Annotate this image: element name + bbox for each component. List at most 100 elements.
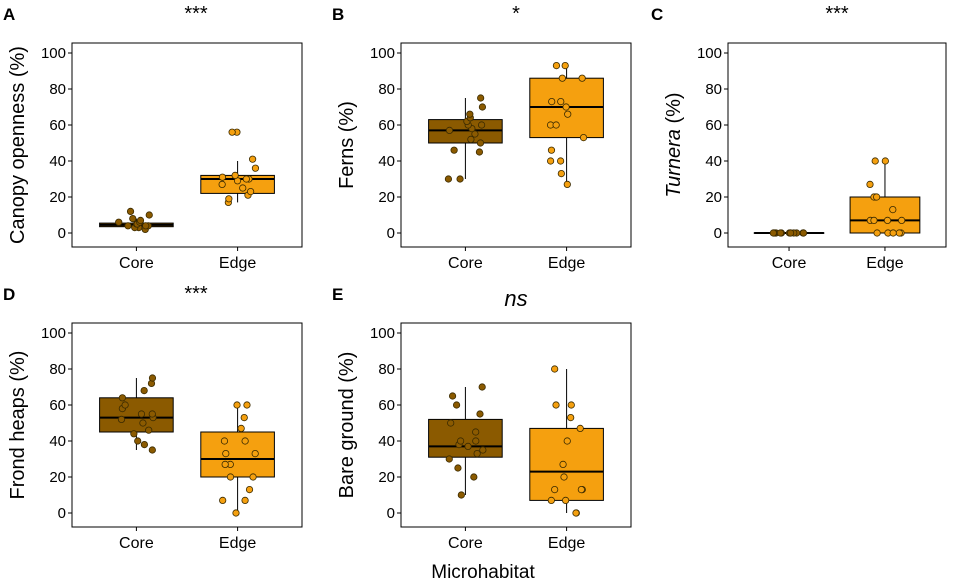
data-point [218,173,227,181]
data-point [251,164,260,172]
data-point [478,103,487,111]
data-point [472,437,480,445]
significance-label: * [512,3,520,25]
y-axis-label-text: Canopy openness (%) [7,46,29,244]
data-point [563,180,571,188]
data-point [218,180,226,188]
data-point [786,229,795,237]
iqr-box [99,397,174,433]
data-point [479,446,487,454]
data-point [457,437,465,445]
y-axis-label: Ferns (%) [336,101,358,189]
x-tick-label: Core [119,255,154,272]
data-point [579,134,588,142]
data-point [567,401,575,409]
data-point [126,207,135,215]
y-tick-label: 60 [705,117,722,134]
y-tick-label: 100 [697,45,722,62]
data-point [231,171,239,179]
data-point [895,229,903,237]
box-edge [200,401,275,517]
iqr-box [849,196,921,234]
data-point [222,449,230,458]
data-point [578,74,586,82]
y-tick-label: 0 [387,505,395,522]
data-point [148,446,156,454]
data-point [241,437,249,445]
data-point [799,229,808,237]
panel-letter: E [332,285,343,304]
x-tick-label: Edge [219,535,256,552]
panel-a: A *** 0 20 40 60 80 100 Core Edge Canopy openness … [3,3,303,272]
x-axis-title: Microhabitat [431,562,535,583]
data-point [148,374,157,382]
data-point [470,473,478,481]
y-tick-label: 80 [378,361,395,378]
panel-b: B * 0 20 40 60 80 100 Core Edge Ferns (%) [332,3,632,272]
data-point [476,410,484,418]
data-point [452,401,461,409]
x-tick-label: Core [448,535,483,552]
data-point [881,157,889,165]
y-tick-label: 100 [370,45,395,62]
data-point [142,222,150,230]
y-tick-label: 60 [378,117,395,134]
data-point [464,442,472,450]
panel-letter: D [3,285,15,304]
data-point [557,98,565,106]
box-core [428,383,503,499]
data-point [228,128,236,136]
y-tick-label: 0 [387,225,395,242]
iqr-box [428,418,503,458]
data-point [251,449,259,458]
box-core [99,207,174,233]
y-tick-label: 20 [705,189,722,206]
y-axis-label: Frond heaps (%) [7,351,29,500]
data-point [130,430,138,438]
y-tick-label: 60 [49,117,66,134]
data-point [145,211,153,219]
data-point [136,216,145,224]
data-point [873,229,881,237]
y-tick-label: 20 [49,189,66,206]
significance-label: ns [504,286,527,311]
x-tick-label: Core [119,535,154,552]
data-point [552,61,561,70]
y-tick-label: 80 [49,81,66,98]
data-point [221,460,229,468]
data-point [898,216,906,224]
data-point [562,496,570,504]
y-axis-label-text: (%) [663,92,685,129]
data-point [889,206,897,214]
plot-frame [400,42,632,248]
box-edge [529,61,604,188]
data-point [572,509,580,517]
data-point [547,157,555,165]
data-point [447,419,455,427]
data-point [558,74,566,82]
data-point [870,216,878,224]
panel-letter: C [651,5,663,24]
data-point [445,455,453,463]
data-point [448,392,457,400]
data-point [552,121,560,129]
data-point [547,146,556,154]
data-point [450,146,458,154]
box-core [753,229,825,237]
panel-letter: A [3,5,15,24]
data-point [552,401,560,409]
data-point [548,98,556,106]
data-point [454,464,462,472]
data-point [237,424,245,432]
y-tick-label: 60 [49,397,66,414]
data-point [557,170,565,178]
data-point [559,460,567,468]
data-point [576,424,584,432]
plot-frame [727,42,947,248]
data-point [769,229,777,237]
y-tick-label: 20 [378,469,395,486]
data-point [776,229,785,237]
panel-c: C *** 0 20 40 60 80 100 Core Edge Turnera (%) [651,3,947,272]
data-point [471,130,479,138]
